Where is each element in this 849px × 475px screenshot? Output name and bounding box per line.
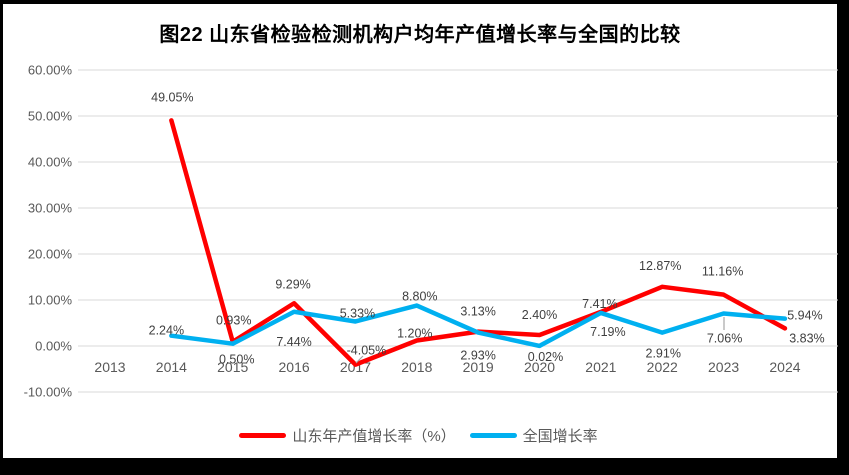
data-label: 7.06% [707, 332, 742, 346]
x-axis-category-label: 2021 [585, 359, 616, 375]
data-label: 0.93% [216, 314, 251, 328]
data-label: 2.40% [522, 308, 557, 322]
legend-line-swatch-national [469, 433, 517, 438]
x-axis-category-label: 2024 [769, 359, 800, 375]
y-axis-tick-label: 0.00% [35, 339, 72, 354]
legend-item-shandong: 山东年产值增长率（%） [239, 425, 456, 446]
x-axis-category-label: 2018 [401, 359, 432, 375]
x-axis-category-label: 2014 [156, 359, 187, 375]
y-axis-tick-label: 60.00% [28, 63, 73, 78]
data-label: -4.05% [347, 344, 387, 358]
x-axis-category-label: 2015 [217, 359, 248, 375]
chart-legend: 山东年产值增长率（%） 全国增长率 [0, 425, 837, 446]
data-label: 49.05% [151, 90, 193, 104]
data-label: 7.41% [582, 297, 617, 311]
y-axis-tick-label: 30.00% [28, 201, 73, 216]
y-axis-tick-label: 10.00% [28, 293, 73, 308]
y-axis-tick-label: -10.00% [24, 385, 73, 400]
y-axis-tick-label: 20.00% [28, 247, 73, 262]
chart-canvas: 图22 山东省检验检测机构户均年产值增长率与全国的比较 [3, 4, 837, 458]
x-axis-category-label: 2022 [647, 359, 678, 375]
data-label: 8.80% [402, 290, 437, 304]
legend-item-national: 全国增长率 [469, 425, 598, 446]
legend-label-national: 全国增长率 [522, 428, 598, 445]
data-label: 9.29% [275, 277, 310, 291]
legend-label-shandong: 山东年产值增长率（%） [292, 428, 456, 445]
x-axis-category-label: 2023 [708, 359, 739, 375]
x-axis-category-label: 2020 [524, 359, 555, 375]
data-label: 3.13% [460, 305, 495, 319]
x-axis-category-label: 2013 [94, 359, 125, 375]
data-label: 0.02% [528, 350, 563, 364]
data-label: 1.20% [397, 326, 432, 340]
data-label: 2.91% [646, 347, 681, 361]
data-label: 2.24% [149, 324, 184, 338]
y-axis-tick-label: 50.00% [28, 109, 73, 124]
data-label: 3.83% [789, 331, 824, 345]
chart-title: 图22 山东省检验检测机构户均年产值增长率与全国的比较 [159, 24, 681, 46]
series-line-national [169, 303, 788, 349]
data-label: 11.16% [702, 265, 743, 279]
data-label: 12.87% [639, 259, 681, 273]
data-label: 7.19% [590, 325, 625, 339]
data-label: 7.44% [276, 335, 311, 349]
data-label: 5.94% [787, 309, 822, 323]
y-axis-tick-label: 40.00% [28, 155, 73, 170]
data-label: 2.93% [460, 349, 495, 363]
data-label: 5.33% [340, 306, 375, 320]
x-axis-category-label: 2016 [279, 359, 310, 375]
x-axis-category-label: 2019 [463, 359, 494, 375]
data-label: 0.50% [219, 353, 254, 367]
data-label-leader-line [355, 355, 364, 364]
legend-line-swatch-shandong [239, 433, 287, 438]
